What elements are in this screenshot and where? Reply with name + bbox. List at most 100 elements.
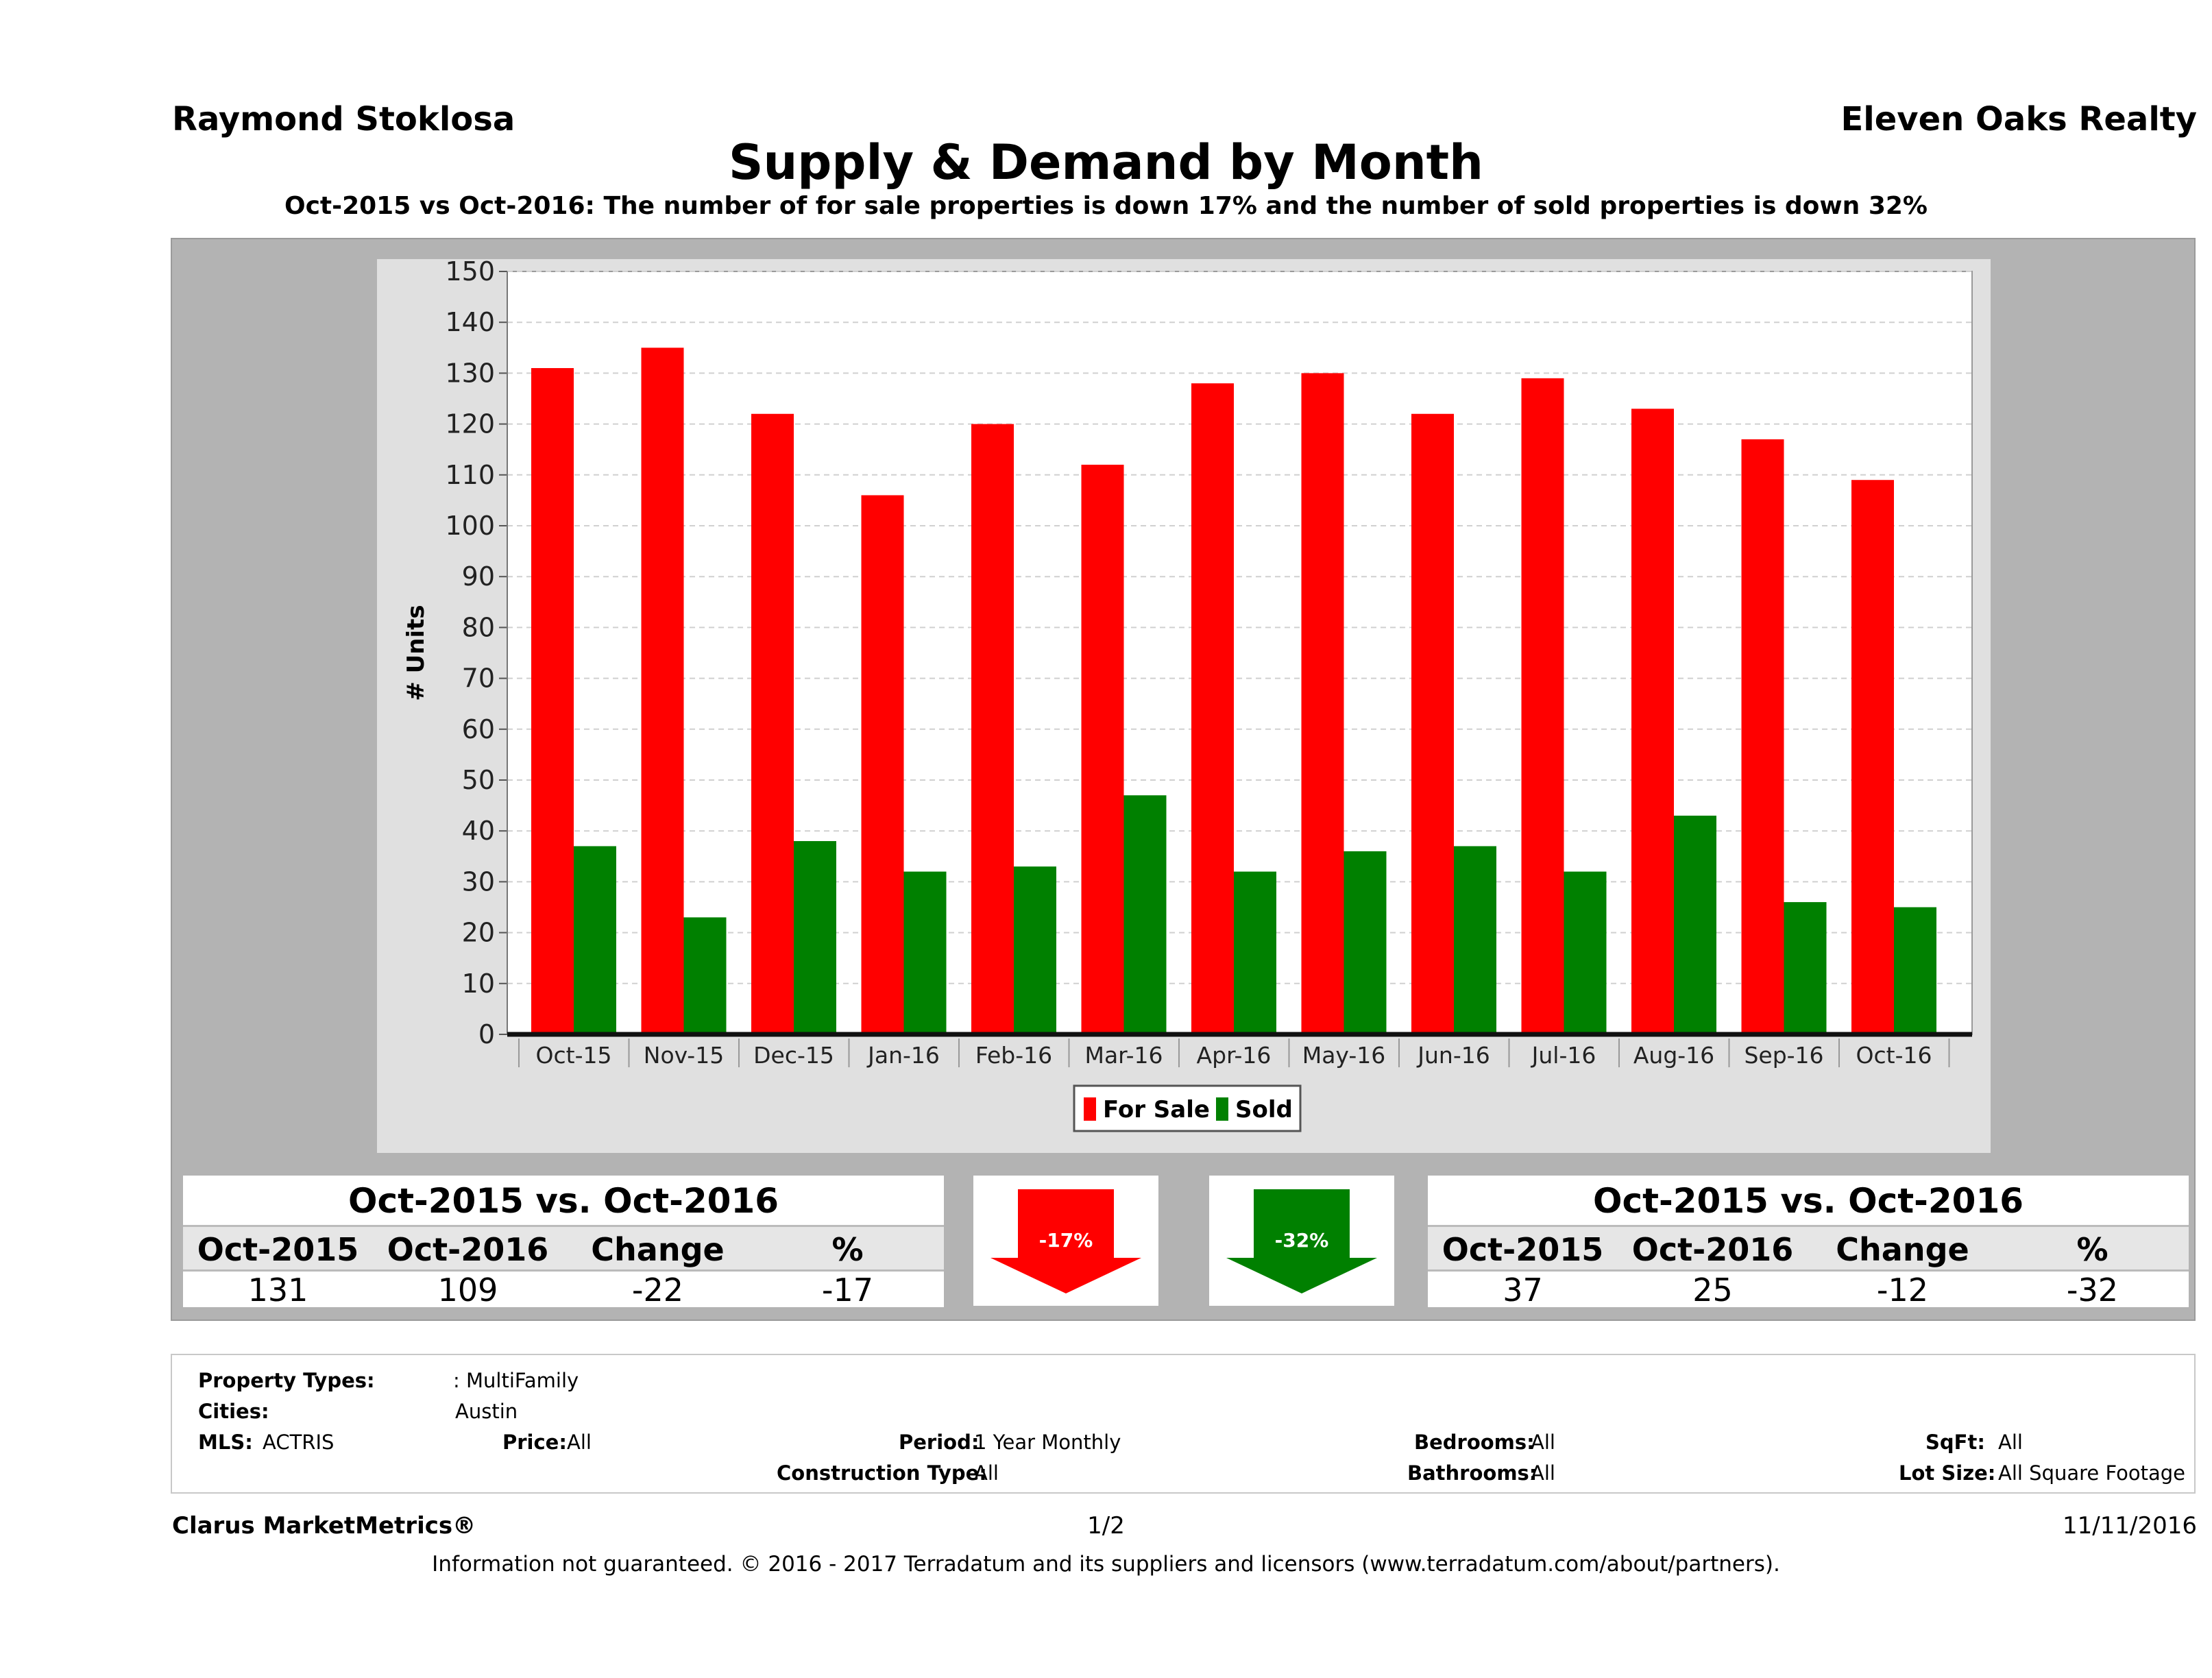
for-sale-bar [1081,464,1124,1034]
sold-comparison-table: Oct-2015 vs. Oct-2016 Oct-2015 Oct-2016 … [1428,1176,2189,1309]
period-value: 1 Year Monthly [974,1431,1121,1454]
sold-bar [1123,795,1167,1034]
comparison-title: Oct-2015 vs. Oct-2016 [348,1181,779,1221]
x-tick-label: Aug-16 [1633,1042,1714,1069]
sold-bar [903,871,947,1034]
sqft-value: All [1998,1431,2023,1454]
price-label: Price: [502,1431,567,1454]
legend-label-sold: Sold [1235,1096,1293,1123]
chart-subtitle: Oct-2015 vs Oct-2016: The number of for … [284,192,1928,220]
period-label: Period: [899,1431,980,1454]
for-sale-bar [1521,378,1564,1034]
x-tick-label: Jan-16 [866,1042,940,1069]
property-types-value: : MultiFamily [453,1369,579,1392]
brokerage-name: Eleven Oaks Realty [1840,100,2197,138]
col-header: Change [591,1231,725,1268]
sold-bar [1674,815,1716,1034]
agent-name: Raymond Stoklosa [172,100,515,138]
legend-box [1073,1084,1302,1132]
bedrooms-value: All [1531,1431,1555,1454]
y-tick-label: 90 [462,561,495,592]
value-cell: 37 [1503,1272,1543,1309]
sold-change-label: -32% [1274,1229,1329,1252]
cities-label: Cities: [198,1400,269,1423]
for-sale-bar [531,367,574,1034]
y-tick-label: 50 [462,765,495,795]
y-tick-label: 20 [462,918,495,948]
sold-change-arrow: -32% [1209,1176,1394,1306]
col-header: Oct-2016 [387,1231,549,1268]
sold-bar [1234,871,1276,1034]
x-tick-label: May-16 [1302,1042,1386,1069]
y-tick-label: 10 [462,969,495,999]
sold-bar [683,917,727,1034]
y-tick-label: 100 [445,511,495,541]
sold-bar [1564,871,1607,1034]
header-row: Oct-2015 Oct-2016 Change % [1428,1225,2189,1272]
x-tick-label: Jun-16 [1416,1042,1490,1069]
x-tick-label: Jul-16 [1531,1042,1596,1069]
sold-bar [1344,851,1387,1034]
page-number: 1/2 [1087,1512,1125,1540]
y-tick-label: 150 [445,259,495,287]
col-header: Oct-2015 [197,1231,359,1268]
value-cell: -22 [631,1272,684,1309]
y-axis-label: # Units [402,605,430,701]
sqft-label: SqFt: [1925,1431,1985,1454]
y-tick-label: 70 [462,664,495,694]
x-tick-label: Dec-15 [753,1042,834,1069]
for-sale-bar [1631,409,1674,1034]
for-sale-comparison-table: Oct-2015 vs. Oct-2016 Oct-2015 Oct-2016 … [183,1176,944,1309]
x-tick-label: Feb-16 [975,1042,1052,1069]
legend-swatch-sold [1216,1097,1228,1121]
sold-bar [794,841,836,1034]
for-sale-change-arrow: -17% [973,1176,1158,1306]
y-tick-label: 40 [462,816,495,846]
comparison-title: Oct-2015 vs. Oct-2016 [1592,1181,2024,1221]
y-tick-label: 80 [462,612,495,642]
value-cell: -32 [2066,1272,2119,1309]
value-cell: 109 [437,1272,498,1309]
for-sale-bar [1411,413,1454,1034]
sold-bar [1014,866,1056,1034]
for-sale-bar [861,495,904,1034]
down-arrow-icon [990,1189,1141,1293]
y-tick-label: 120 [445,409,495,439]
x-tick-label: Mar-16 [1084,1042,1163,1069]
value-cell: 131 [247,1272,308,1309]
for-sale-bar [641,348,684,1034]
for-sale-bar [1851,480,1894,1034]
bar-chart: 0 10 20 30 40 50 60 70 80 90 100 110 120 130 140 150 # U… [402,259,1973,1132]
y-tick-label: 140 [445,307,495,337]
value-cell: -12 [1876,1272,1929,1309]
chart-title: Supply & Demand by Month [729,134,1483,191]
y-tick-label: 130 [445,358,495,388]
x-tick-label: Oct-15 [536,1042,612,1069]
legend-swatch-for-sale [1084,1097,1096,1121]
x-tick-label: Apr-16 [1197,1042,1272,1069]
col-header: % [831,1231,864,1268]
col-header: % [2076,1231,2108,1268]
for-sale-bar [1191,383,1234,1034]
cities-value: Austin [455,1400,518,1423]
legend-label-for-sale: For Sale [1103,1096,1210,1123]
col-header: Oct-2016 [1631,1231,1794,1268]
sold-bar [1894,907,1936,1034]
mls-label: MLS: [198,1431,253,1454]
col-header: Oct-2015 [1442,1231,1604,1268]
search-criteria: Property Types: : MultiFamily Cities: Au… [171,1354,2196,1494]
x-tick-label: Nov-15 [644,1042,724,1069]
for-sale-change-label: -17% [1038,1229,1093,1252]
for-sale-bar [751,413,794,1034]
y-tick-label: 0 [478,1019,495,1049]
sold-bar [574,846,616,1034]
property-types-label: Property Types: [198,1369,375,1392]
mls-value: ACTRIS [263,1431,335,1454]
value-cell: 25 [1692,1272,1733,1309]
sold-bar [1454,846,1496,1034]
value-cell: -17 [821,1272,874,1309]
lot-size-value: All Square Footage [1998,1461,2186,1485]
y-tick-label: 110 [445,460,495,490]
construction-type-label: Construction Type: [777,1461,987,1485]
for-sale-bar [1301,373,1344,1034]
